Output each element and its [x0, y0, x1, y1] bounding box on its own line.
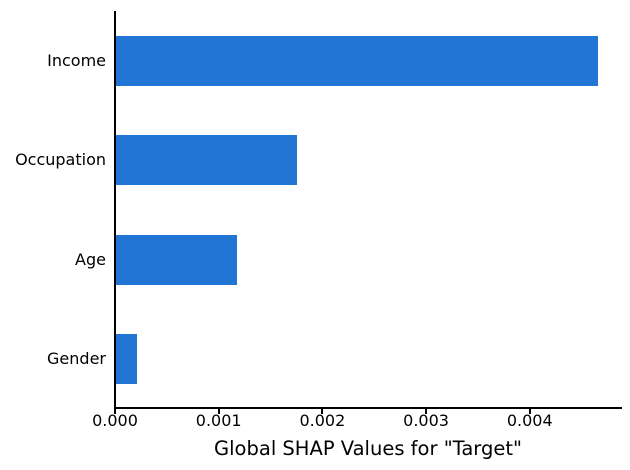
- x-tick-mark: [217, 409, 220, 414]
- x-tick-label: 0.003: [403, 411, 449, 430]
- x-tick-label: 0.004: [506, 411, 553, 430]
- bar-income: [116, 35, 599, 86]
- x-tick-mark: [425, 409, 428, 414]
- plot-area: [114, 11, 622, 409]
- x-axis-title: Global SHAP Values for "Target": [214, 437, 522, 460]
- x-tick-mark: [528, 409, 531, 414]
- x-tick-mark: [114, 409, 116, 414]
- bar-occupation: [116, 135, 298, 186]
- y-tick-label-income: Income: [47, 50, 106, 70]
- x-tick-label: 0.001: [195, 411, 242, 430]
- bar-age: [116, 234, 238, 285]
- x-tick-label: 0.002: [299, 411, 346, 430]
- y-tick-label-gender: Gender: [47, 349, 106, 369]
- y-tick-label-occupation: Occupation: [15, 150, 106, 170]
- bar-gender: [116, 334, 137, 385]
- x-tick-label: 0.000: [92, 411, 138, 430]
- x-tick-mark: [321, 409, 324, 414]
- y-tick-label-age: Age: [75, 249, 106, 269]
